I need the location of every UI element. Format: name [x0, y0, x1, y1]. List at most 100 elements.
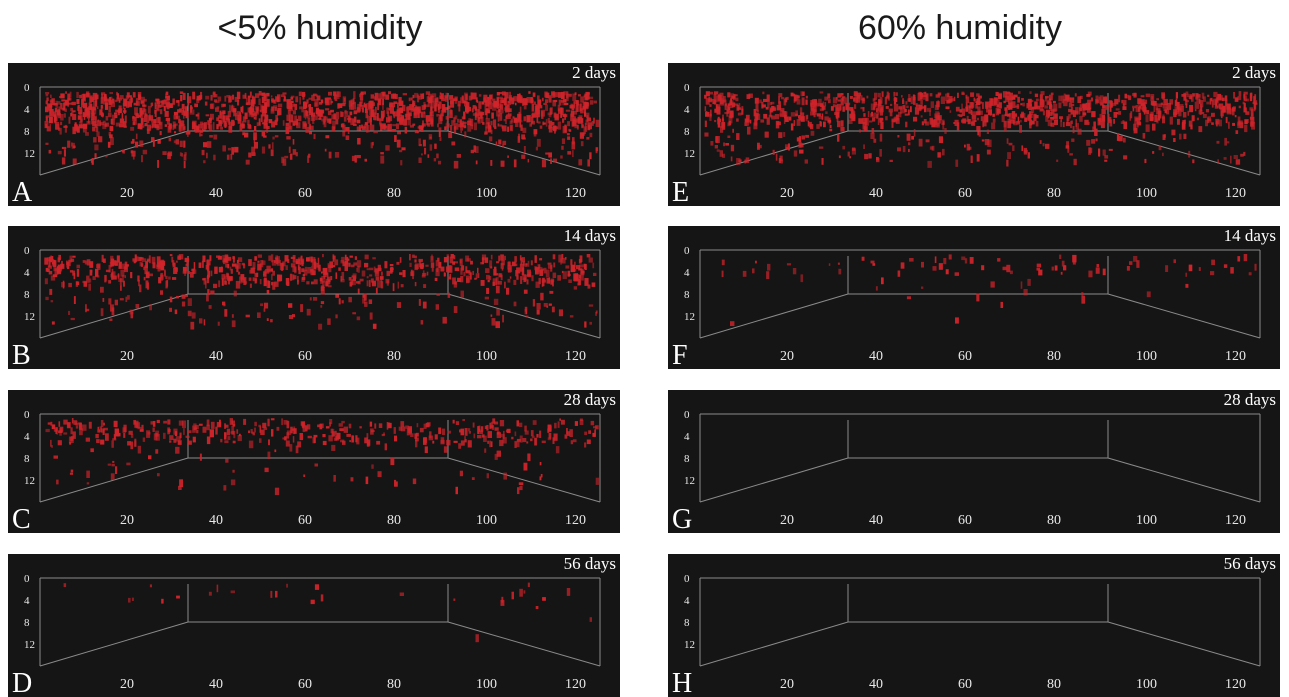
signal-point [746, 94, 751, 99]
signal-point [398, 426, 402, 431]
signal-point [1216, 140, 1220, 144]
signal-point [1034, 101, 1038, 109]
signal-point [147, 431, 151, 435]
signal-point [1021, 98, 1024, 101]
signal-point [1047, 99, 1051, 105]
signal-point [763, 98, 768, 102]
signal-point [1029, 111, 1033, 115]
signal-point [161, 100, 164, 108]
signal-point [496, 92, 500, 96]
signal-point [1070, 120, 1073, 129]
signal-point [1069, 153, 1073, 156]
signal-point [1215, 118, 1220, 125]
signal-point [401, 104, 406, 112]
signal-point [109, 318, 113, 322]
signal-point [1088, 270, 1093, 278]
signal-point [907, 109, 910, 116]
signal-point [429, 97, 432, 103]
signal-point [88, 118, 90, 124]
signal-point [365, 110, 369, 119]
signal-point [268, 144, 271, 149]
x-tick-label: 100 [1136, 186, 1157, 201]
signal-point [156, 108, 160, 112]
signal-point [164, 124, 168, 127]
signal-point [986, 105, 988, 113]
signal-point [226, 154, 230, 160]
panel-g: 0 4 8 12 20 40 60 80 100 120 G 28 days [668, 390, 1280, 533]
signal-point [139, 140, 144, 147]
signal-point [1009, 270, 1013, 275]
signal-point [48, 149, 52, 154]
signal-point [218, 266, 223, 273]
signal-point [328, 265, 332, 273]
signal-point [547, 262, 552, 265]
signal-point [380, 124, 383, 131]
signal-point [324, 97, 329, 104]
signal-point [460, 428, 464, 436]
signal-point [223, 303, 226, 307]
signal-point [876, 109, 880, 115]
signal-point [1004, 113, 1009, 117]
signal-point [210, 270, 213, 277]
signal-point [504, 97, 507, 106]
signal-point [490, 441, 493, 447]
signal-point [155, 449, 159, 454]
panel-a: 0 4 8 12 20 40 60 80 100 120 A 2 days [8, 63, 620, 206]
signal-point [258, 424, 261, 428]
x-tick-label: 20 [120, 677, 134, 692]
signal-point [108, 131, 111, 136]
signal-point [406, 106, 409, 111]
signal-point [270, 95, 273, 98]
signal-point [578, 115, 583, 120]
x-tick-label: 60 [958, 186, 972, 201]
signal-point [335, 430, 337, 435]
signal-point [555, 446, 560, 454]
signal-point [199, 128, 202, 137]
signal-point [429, 144, 433, 151]
signal-point [507, 155, 509, 158]
signal-point [177, 255, 182, 260]
signal-point [89, 95, 94, 102]
signal-point [1072, 126, 1075, 134]
signal-point [320, 301, 325, 305]
signal-point [338, 298, 341, 305]
signal-point [574, 421, 578, 426]
signal-point [460, 267, 463, 275]
signal-point [166, 279, 169, 287]
signal-point [437, 123, 439, 128]
signal-point [479, 430, 483, 435]
signal-point [398, 100, 404, 107]
signal-point [500, 263, 504, 269]
signal-point [523, 101, 527, 110]
signal-point [255, 93, 260, 98]
signal-point [1088, 103, 1092, 109]
signal-point [96, 439, 100, 444]
signal-point [60, 114, 64, 121]
signal-point [111, 440, 114, 448]
signal-point [118, 98, 123, 101]
signal-point [344, 254, 347, 260]
signal-point [302, 121, 307, 129]
signal-point [300, 255, 303, 262]
signal-point [56, 110, 61, 115]
signal-point [198, 124, 203, 129]
signal-point [353, 91, 356, 99]
y-tick-label: 12 [24, 148, 35, 160]
signal-point [863, 144, 865, 149]
signal-point [487, 431, 492, 438]
signal-point [849, 96, 853, 99]
signal-point [187, 102, 190, 105]
signal-point [110, 473, 115, 481]
signal-point [515, 270, 519, 277]
signal-point [251, 108, 255, 112]
signal-point [177, 109, 182, 113]
signal-point [337, 103, 340, 109]
signal-point [412, 254, 415, 258]
signal-point [395, 94, 398, 99]
signal-point [161, 598, 164, 604]
signal-point [490, 120, 493, 126]
signal-point [783, 98, 787, 106]
signal-point [91, 107, 97, 111]
signal-point [66, 261, 70, 268]
signal-point [59, 127, 62, 135]
